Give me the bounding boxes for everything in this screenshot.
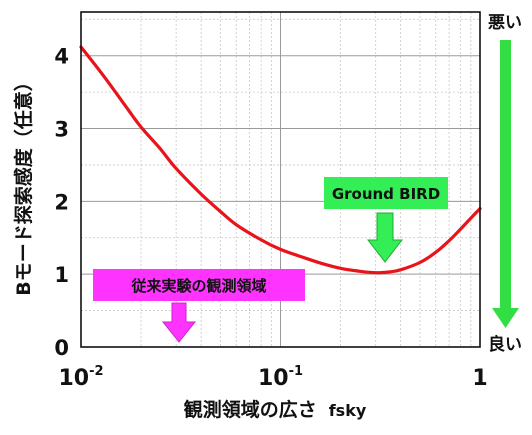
x-tick-label: 10-2 xyxy=(58,364,103,391)
scale-top-label: 悪い xyxy=(488,13,522,33)
sensitivity-scale-indicator: 悪い 良い xyxy=(488,13,522,355)
x-axis-symbol: fsky xyxy=(329,401,367,420)
y-tick-label: 1 xyxy=(54,263,69,287)
grid-minor xyxy=(81,12,480,347)
annotation-ground-bird-label: Ground BIRD xyxy=(332,185,440,203)
annotation-ground-bird-arrow xyxy=(366,212,404,263)
y-tick-labels: 0 1 2 3 4 xyxy=(54,45,69,360)
annotation-ground-bird: Ground BIRD xyxy=(324,177,448,263)
y-tick-label: 2 xyxy=(54,190,69,214)
x-tick-labels: 10-2 10-1 1 xyxy=(58,364,487,391)
scale-bottom-label: 良い xyxy=(488,334,522,355)
y-tick-label: 0 xyxy=(54,336,69,360)
y-tick-label: 3 xyxy=(54,118,69,142)
scale-arrow-head xyxy=(492,308,519,328)
y-axis-label: Bモード探索感度（任意） xyxy=(12,72,35,295)
x-axis-label: 観測領域の広さ xyxy=(184,398,317,421)
scale-arrow-shaft xyxy=(500,40,511,310)
series-line-sensitivity xyxy=(79,45,482,275)
annotation-previous-experiments-arrow xyxy=(161,302,197,343)
y-tick-label: 4 xyxy=(54,45,69,69)
annotation-ground-bird-box xyxy=(324,177,448,209)
annotation-previous-experiments: 従来実験の観測領域 xyxy=(93,269,305,343)
plot-frame xyxy=(80,11,481,348)
annotation-previous-experiments-box xyxy=(93,269,305,301)
x-axis-label-group: 観測領域の広さ fsky xyxy=(184,398,367,421)
x-tick-label: 1 xyxy=(472,366,487,391)
x-tick-label: 10-1 xyxy=(258,364,303,391)
annotation-previous-experiments-label: 従来実験の観測領域 xyxy=(130,277,266,295)
